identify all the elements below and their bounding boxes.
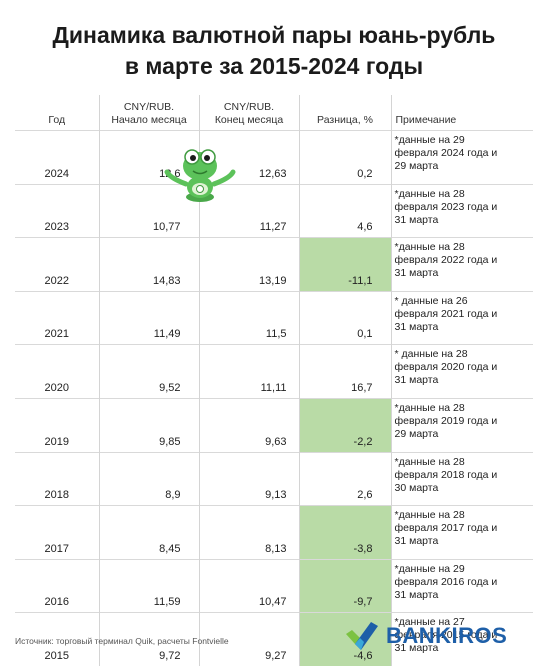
cell-diff: 2,6	[299, 451, 392, 506]
header-start-line-2: Начало месяца	[111, 114, 187, 126]
header-end-line-1: CNY/RUB.	[223, 101, 275, 113]
cell-end: 8,13	[199, 505, 300, 560]
cell-start: 9,72	[99, 612, 200, 666]
cell-year: 2024	[15, 130, 100, 185]
cell-end: 11,11	[199, 344, 300, 399]
cell-start: 8,9	[99, 451, 200, 506]
cell-diff: -4,6	[299, 612, 392, 666]
cell-end: 13,19	[199, 237, 300, 292]
header-start-line-1: CNY/RUB.	[123, 101, 175, 113]
table-row: 2019 9,85 9,63 -2,2 *данные на 28 феврал…	[15, 397, 533, 453]
cell-year: 2019	[15, 397, 100, 453]
table-body: 2024 12,6 12,63 0,2 *данные на 29 феврал…	[15, 130, 533, 666]
cell-note: *данные на 28 февраля 2018 года и 30 мар…	[391, 451, 533, 506]
cell-note: *данные на 28 февраля 2023 года и 31 мар…	[391, 183, 533, 238]
cell-end: 9,27	[199, 612, 300, 666]
table-row: 2015 9,72 9,27 -4,6 *данные на 27 феврал…	[15, 612, 533, 666]
currency-table: Год CNY/RUB. Начало месяца CNY/RUB. Коне…	[15, 95, 533, 666]
cell-year: 2023	[15, 183, 100, 238]
header-start: CNY/RUB. Начало месяца	[99, 95, 200, 131]
cell-end: 12,63	[199, 130, 300, 185]
cell-diff: 16,7	[299, 344, 392, 399]
header-year: Год	[15, 95, 100, 131]
cell-start: 8,45	[99, 505, 200, 560]
table-row: 2018 8,9 9,13 2,6 *данные на 28 февраля …	[15, 451, 533, 506]
cell-start: 11,59	[99, 558, 200, 613]
cell-start: 9,85	[99, 397, 200, 453]
cell-note: *данные на 28 февраля 2022 года и 31 мар…	[391, 237, 533, 292]
cell-note: * данные на 28 февраля 2020 года и 31 ма…	[391, 344, 533, 399]
cell-note: *данные на 29 февраля 2016 года и 31 мар…	[391, 558, 533, 613]
cell-year: 2022	[15, 237, 100, 292]
cell-end: 10,47	[199, 558, 300, 613]
table-row: 2020 9,52 11,11 16,7 * данные на 28 февр…	[15, 344, 533, 399]
cell-note: * данные на 26 февраля 2021 года и 31 ма…	[391, 290, 533, 345]
cell-year: 2020	[15, 344, 100, 399]
title-line-2: в марте за 2015-2024 годы	[124, 53, 424, 79]
cell-diff: 4,6	[299, 183, 392, 238]
brand-logo: BANKIROS	[344, 618, 507, 654]
cell-diff: -2,2	[299, 397, 392, 453]
header-note: Примечание	[395, 114, 457, 126]
bankiros-check-logo-icon	[344, 620, 380, 652]
header-end-line-2: Конец месяца	[214, 114, 284, 126]
table-row: 2023 10,77 11,27 4,6 *данные на 28 февра…	[15, 183, 533, 238]
cell-note: *данные на 28 февраля 2019 года и 29 мар…	[391, 397, 533, 453]
table-row: 2024 12,6 12,63 0,2 *данные на 29 феврал…	[15, 130, 533, 185]
cell-note: *данные на 27 февраля 2015 года и 31 мар…	[391, 612, 533, 666]
table-row: 2022 14,83 13,19 -11,1 *данные на 28 фев…	[15, 237, 533, 292]
header-diff: Разница, %	[299, 95, 392, 131]
cell-end: 9,13	[199, 451, 300, 506]
table-row: 2016 11,59 10,47 -9,7 *данные на 29 февр…	[15, 558, 533, 613]
table-row: 2021 11,49 11,5 0,1 * данные на 26 февра…	[15, 290, 533, 345]
cell-end: 11,5	[199, 290, 300, 345]
cell-year: 2015	[15, 612, 100, 666]
cell-year: 2016	[15, 558, 100, 613]
cell-start: 9,52	[99, 344, 200, 399]
table-header-row: Год CNY/RUB. Начало месяца CNY/RUB. Коне…	[15, 95, 533, 131]
cell-year: 2018	[15, 451, 100, 506]
page-title: Динамика валютной пары юань-рубль в март…	[0, 20, 548, 82]
cell-start: 11,49	[99, 290, 200, 345]
brand-name: BANKIROS	[386, 623, 508, 648]
cell-diff: -11,1	[299, 237, 392, 292]
cell-note: *данные на 28 февраля 2017 года и 31 мар…	[391, 505, 533, 560]
title-line-1: Динамика валютной пары юань-рубль	[52, 22, 496, 48]
frog-mascot-icon	[164, 146, 236, 204]
cell-end: 9,63	[199, 397, 300, 453]
cell-diff: -3,8	[299, 505, 392, 560]
cell-start: 10,77	[99, 183, 200, 238]
cell-year: 2021	[15, 290, 100, 345]
header-end: CNY/RUB. Конец месяца	[199, 95, 300, 131]
cell-year: 2017	[15, 505, 100, 560]
cell-end: 11,27	[199, 183, 300, 238]
cell-diff: -9,7	[299, 558, 392, 613]
cell-diff: 0,1	[299, 290, 392, 345]
cell-diff: 0,2	[299, 130, 392, 185]
cell-start: 14,83	[99, 237, 200, 292]
source-note: Источник: торговый терминал Quik, расчет…	[15, 636, 229, 646]
table-row: 2017 8,45 8,13 -3,8 *данные на 28 феврал…	[15, 505, 533, 560]
cell-note: *данные на 29 февраля 2024 года и 29 мар…	[391, 130, 533, 185]
